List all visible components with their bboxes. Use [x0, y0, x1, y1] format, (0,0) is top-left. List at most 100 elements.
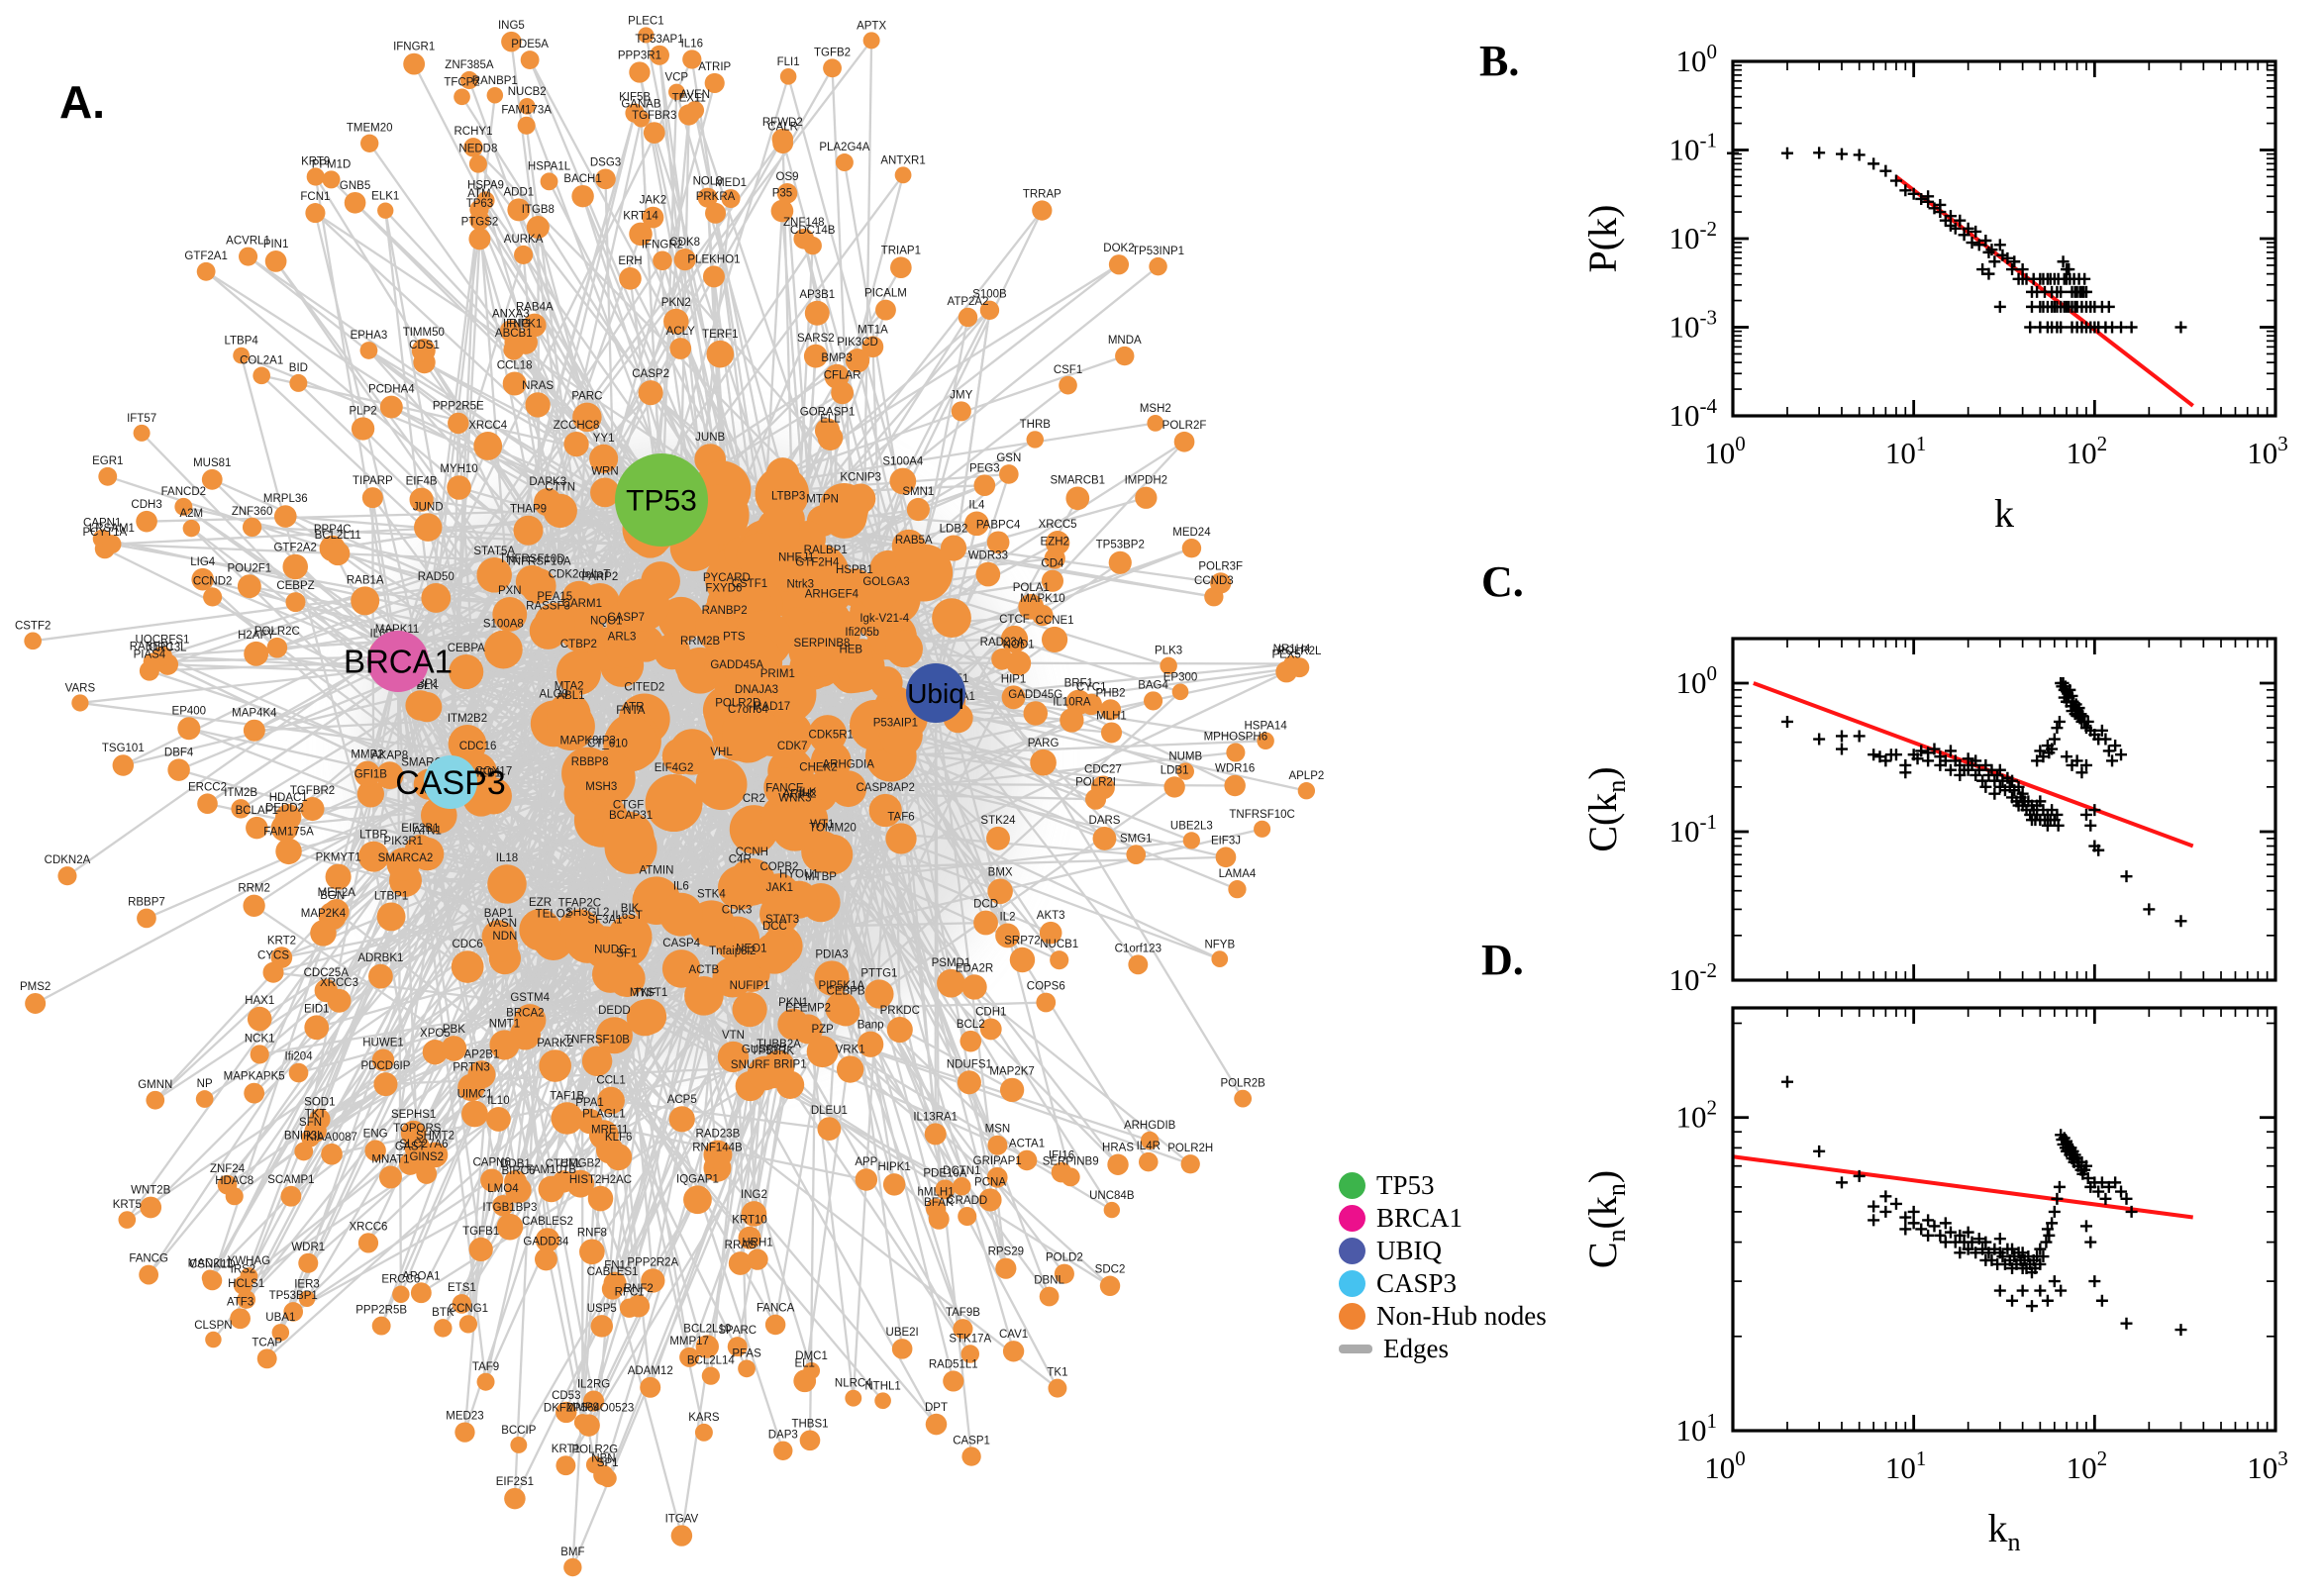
- node-label: GORASP1: [800, 406, 856, 418]
- node-label: USP5: [587, 1303, 617, 1315]
- data-point: [1868, 1200, 1880, 1213]
- network-node: [459, 70, 479, 90]
- node-label: GTF2H4: [795, 556, 840, 568]
- data-point: [1915, 1223, 1928, 1236]
- network-node: [973, 474, 996, 497]
- network-node: [705, 202, 727, 224]
- network-node: [1115, 346, 1135, 366]
- data-point: [2095, 724, 2108, 737]
- node-label: TAF9: [472, 1361, 499, 1373]
- network-node: [619, 267, 642, 290]
- node-label: SERPINB9: [1043, 1155, 1099, 1167]
- network-node: [177, 717, 201, 741]
- node-label: MPHOSPH6: [1204, 731, 1268, 743]
- node-label: THAP9: [510, 504, 547, 516]
- network-node: [520, 50, 540, 69]
- network-node: [858, 1031, 884, 1057]
- network-node: [964, 511, 989, 537]
- node-label: COL2A1: [240, 355, 283, 367]
- network-node: [118, 1211, 137, 1229]
- network-node: [271, 1324, 290, 1342]
- network-node: [364, 1140, 386, 1161]
- node-label: BACH1: [563, 173, 601, 185]
- node-label: POLR2F: [1162, 420, 1207, 432]
- node-label: TGFB1: [462, 1226, 499, 1238]
- node-label: A2M: [179, 508, 203, 520]
- node-label: MUS81: [193, 457, 231, 469]
- node-label: TP53RK: [752, 1046, 795, 1057]
- node-label: GADD45G: [1008, 689, 1062, 701]
- network-node: [799, 1430, 821, 1451]
- network-node: [266, 637, 288, 658]
- node-label: THBS1: [791, 1418, 828, 1430]
- data-point: [2125, 321, 2138, 334]
- node-label: P35: [772, 188, 792, 200]
- node-label: POLD2: [1046, 1252, 1083, 1264]
- node-label: KRT1: [552, 1444, 580, 1455]
- node-label: ETS1: [448, 1282, 476, 1294]
- node-label: WRN: [591, 466, 618, 478]
- network-node: [146, 1090, 165, 1110]
- network-node: [890, 256, 912, 279]
- data-point: [2115, 1185, 2128, 1198]
- node-label: MTA2: [555, 681, 584, 693]
- node-label: STAT3: [765, 914, 799, 926]
- node-label: FLI1: [777, 56, 800, 68]
- network-node: [556, 649, 601, 696]
- network-node: [732, 992, 767, 1028]
- node-label: RAB1A: [347, 574, 384, 586]
- node-label: TEX11: [672, 92, 706, 104]
- node-label: FANCA: [757, 1303, 795, 1315]
- data-point: [1993, 239, 2006, 251]
- data-point: [2109, 1176, 2122, 1189]
- data-point: [1915, 745, 1928, 757]
- network-node: [288, 1062, 309, 1083]
- node-label: BGN: [320, 890, 345, 902]
- network-node: [410, 837, 445, 871]
- node-label: KLF6: [605, 1132, 633, 1144]
- data-point: [2031, 754, 2044, 767]
- network-node: [721, 189, 741, 209]
- network-node: [1048, 1378, 1067, 1398]
- node-label: KCNIP3: [840, 472, 881, 484]
- node-label: MAP2K7: [989, 1066, 1034, 1078]
- node-label: RAD23B: [696, 1129, 741, 1141]
- network-node: [1060, 1167, 1080, 1187]
- legend-label: CASP3: [1376, 1268, 1458, 1298]
- network-node: [925, 1413, 948, 1436]
- node-label: IL4R: [1137, 1141, 1161, 1152]
- data-point: [1962, 1226, 1974, 1239]
- network-node: [217, 1174, 238, 1195]
- node-label: JUNB: [695, 432, 725, 444]
- data-point: [1979, 1236, 1992, 1248]
- node-label: XPO5: [420, 1028, 451, 1040]
- hub-label-brca1: BRCA1: [344, 644, 453, 680]
- network-node: [457, 1073, 485, 1102]
- data-point: [2174, 321, 2187, 334]
- data-point: [2024, 321, 2037, 334]
- node-label: NOD1: [1003, 639, 1035, 650]
- network-node: [885, 823, 917, 854]
- node-label: GFI1B: [354, 768, 388, 780]
- node-label: PTTG1: [860, 967, 897, 979]
- network-node: [626, 999, 663, 1037]
- network-node: [422, 1039, 449, 1065]
- network-node: [556, 1455, 576, 1476]
- node-label: GSN: [996, 452, 1021, 464]
- node-label: JMY: [950, 389, 972, 401]
- node-label: CLSPN: [194, 1320, 232, 1332]
- network-node: [322, 170, 341, 189]
- network-node: [137, 908, 156, 929]
- node-label: FAM175A: [263, 827, 314, 839]
- node-label: Igk-V21-4: [859, 613, 909, 625]
- node-label: AURKA: [504, 234, 544, 246]
- node-label: RNF8: [577, 1227, 607, 1239]
- node-label: TFAP2C: [558, 897, 601, 909]
- node-label: POLR2D: [715, 697, 760, 709]
- node-label: RABEP1: [130, 641, 174, 652]
- node-label: ATF3: [227, 1296, 253, 1308]
- node-label: TP53BP1: [269, 1290, 318, 1302]
- node-label: KRT2: [267, 935, 296, 947]
- node-label: MTBP: [805, 871, 837, 883]
